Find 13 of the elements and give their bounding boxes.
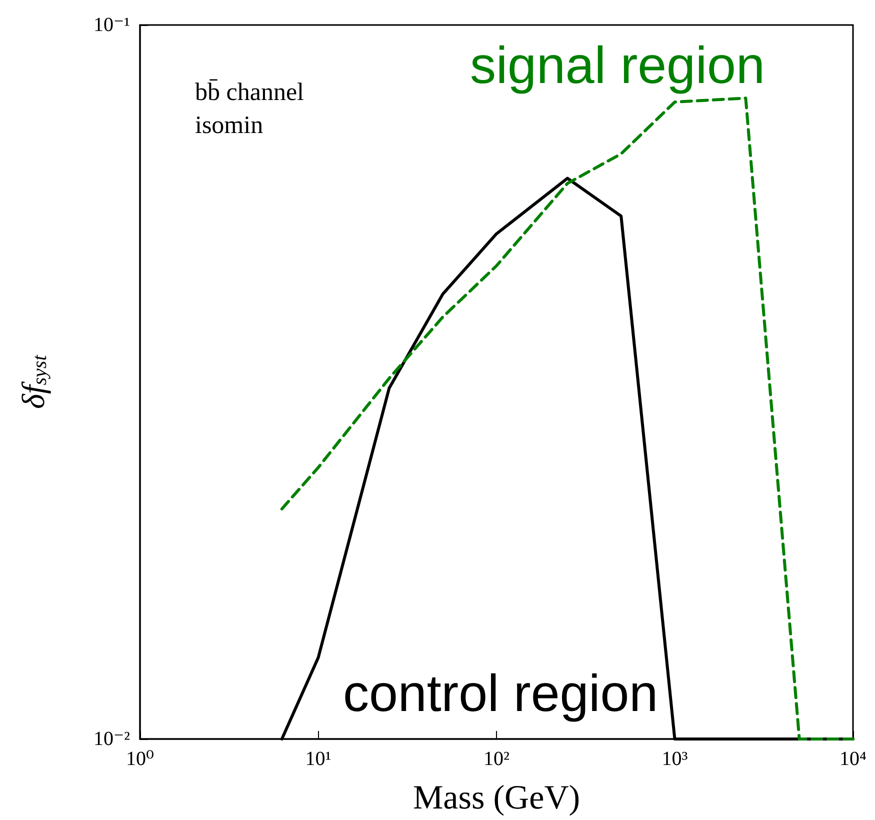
annotation: bb̄ channel (195, 78, 304, 106)
x-tick-label: 10³ (662, 748, 688, 770)
series-label: control region (343, 665, 658, 723)
annotation: isomin (195, 112, 264, 139)
y-tick-label: 10⁻¹ (93, 14, 130, 36)
series-label: signal region (470, 37, 765, 95)
x-tick-label: 10¹ (305, 748, 332, 770)
x-tick-label: 10⁴ (840, 748, 867, 770)
y-axis-title: δfsyst (15, 354, 51, 409)
x-tick-label: 10⁰ (126, 748, 154, 770)
x-axis-title: Mass (GeV) (412, 780, 580, 816)
x-tick-label: 10² (484, 748, 510, 770)
y-tick-label: 10⁻² (93, 728, 130, 750)
